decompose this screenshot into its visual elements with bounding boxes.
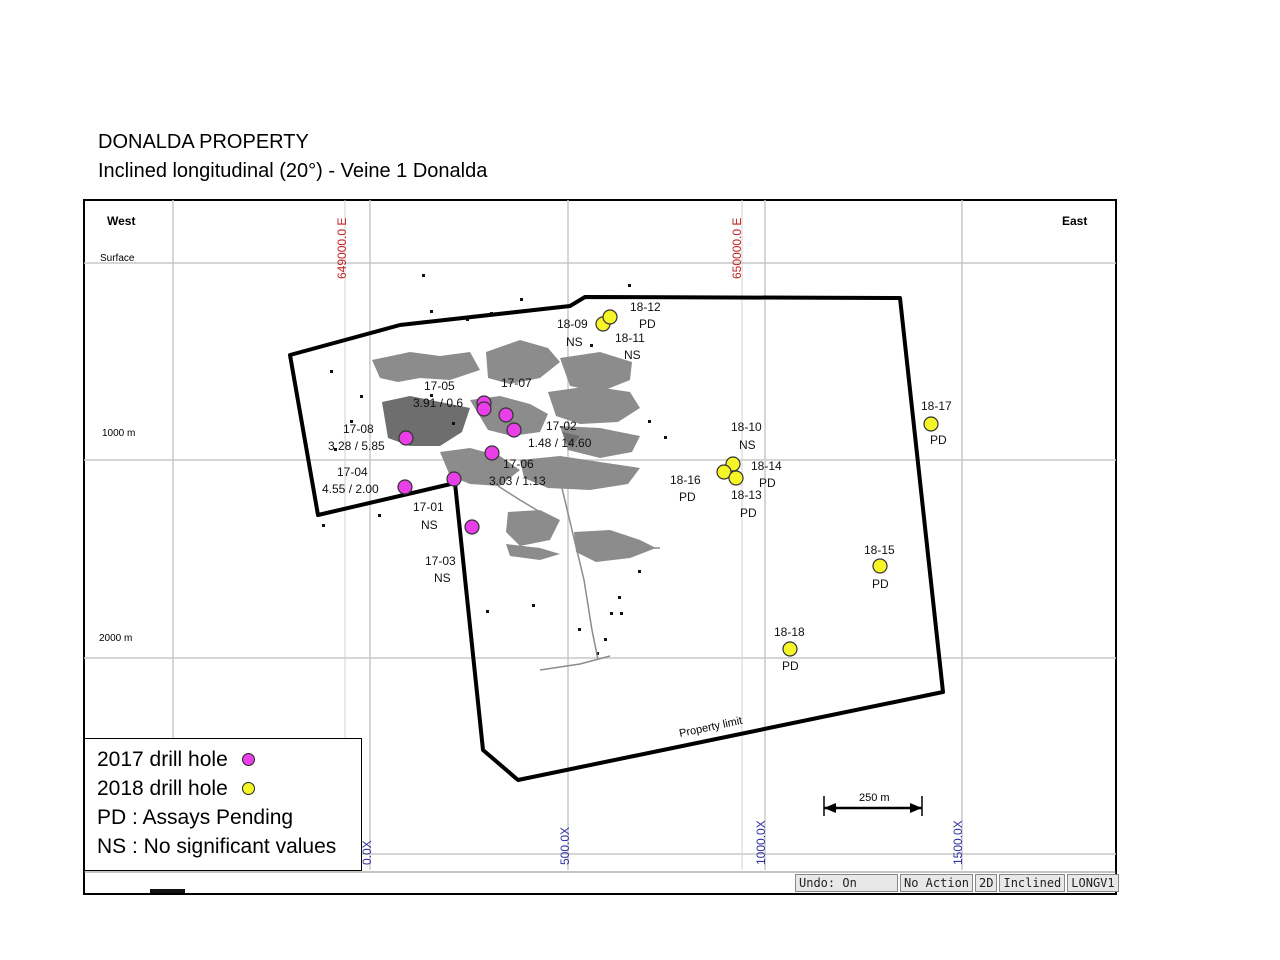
map-subtitle: Inclined longitudinal (20°) - Veine 1 Do… xyxy=(98,160,488,182)
drill-hole-18-18 xyxy=(782,641,798,657)
legend-item-2017: 2017 drill hole xyxy=(97,745,361,774)
label-17-04: 17-04 xyxy=(337,465,368,479)
drill-hole-18-13 xyxy=(728,470,744,486)
label-18-15: 18-15 xyxy=(864,543,895,557)
note-17-08: 3.28 / 5.85 xyxy=(328,439,385,453)
note-17-03: NS xyxy=(434,571,451,585)
note-18-14: PD xyxy=(759,476,776,490)
note-17-04: 4.55 / 2.00 xyxy=(322,482,379,496)
map-legend: 2017 drill hole 2018 drill hole PD : Ass… xyxy=(84,738,362,871)
x-label-500: 500.0X xyxy=(558,827,572,865)
legend-swatch-2017 xyxy=(241,753,255,766)
label-18-14: 18-14 xyxy=(751,459,782,473)
legend-item-2018: 2018 drill hole xyxy=(97,774,361,803)
status-action: No Action xyxy=(900,874,974,892)
legend-label-pd: PD : Assays Pending xyxy=(97,806,294,829)
drill-hole-17-07 xyxy=(498,407,514,423)
status-bar: Undo: On No Action 2D Inclined LONGV1 xyxy=(795,874,1121,892)
drill-hole-18-15 xyxy=(872,558,888,574)
drill-hole-18-16 xyxy=(716,464,732,480)
drill-hole-17-08 xyxy=(398,430,414,446)
depth-label-2000: 2000 m xyxy=(99,633,132,644)
underground-workings xyxy=(372,340,656,562)
easting-label-650000: 650000.0 E xyxy=(730,218,744,279)
x-label-1500: 1500.0X xyxy=(951,820,965,865)
note-18-11: NS xyxy=(624,348,641,362)
east-label: East xyxy=(1062,214,1087,228)
drill-hole-17-03 xyxy=(464,519,480,535)
note-18-15: PD xyxy=(872,577,889,591)
x-label-1000: 1000.0X xyxy=(754,820,768,865)
legend-label-2017: 2017 drill hole xyxy=(97,748,228,771)
note-17-05: 3.91 / 0.6 xyxy=(413,396,463,410)
easting-label-649000: 649000.0 E xyxy=(335,218,349,279)
scale-label: 250 m xyxy=(859,792,890,804)
note-18-16: PD xyxy=(679,490,696,504)
drill-hole-18-12 xyxy=(602,309,618,325)
x-label-0: 0.0X xyxy=(360,840,374,865)
label-17-07: 17-07 xyxy=(501,376,532,390)
grid xyxy=(84,200,1116,870)
label-17-03: 17-03 xyxy=(425,554,456,568)
label-17-06: 17-06 xyxy=(503,457,534,471)
property-limit xyxy=(288,295,945,782)
drifts xyxy=(497,479,660,671)
label-17-05: 17-05 xyxy=(424,379,455,393)
status-undo: Undo: On xyxy=(795,874,898,892)
label-18-16: 18-16 xyxy=(670,473,701,487)
drill-hole-17-05b xyxy=(476,401,492,417)
note-18-13: PD xyxy=(740,506,757,520)
drill-hole-18-17 xyxy=(923,416,939,432)
label-18-12: 18-12 xyxy=(630,300,661,314)
label-18-18: 18-18 xyxy=(774,625,805,639)
drill-hole-17-02 xyxy=(506,422,522,438)
surface-label: Surface xyxy=(100,253,135,264)
map-title: DONALDA PROPERTY xyxy=(98,131,309,153)
note-18-09: NS xyxy=(566,335,583,349)
label-18-09: 18-09 xyxy=(557,317,588,331)
label-18-10: 18-10 xyxy=(731,420,762,434)
label-18-11: 18-11 xyxy=(615,331,645,345)
note-17-06: 3.03 / 1.13 xyxy=(489,474,546,488)
note-18-18: PD xyxy=(782,659,799,673)
drill-hole-17-04 xyxy=(397,479,413,495)
scale-bar: 250 m xyxy=(823,792,923,816)
depth-label-1000: 1000 m xyxy=(102,428,135,439)
legend-label-ns: NS : No significant values xyxy=(97,835,337,858)
drill-hole-17-01 xyxy=(446,471,462,487)
west-label: West xyxy=(107,214,135,228)
label-18-13: 18-13 xyxy=(731,488,762,502)
note-17-02: 1.48 / 14.60 xyxy=(528,436,592,450)
minor-workings xyxy=(322,274,667,655)
scroll-thumb[interactable] xyxy=(150,889,185,893)
drill-holes-2018 xyxy=(595,309,939,657)
labels-2018: 18-12 PD 18-09 NS 18-11 NS 18-17 PD 18-1… xyxy=(557,300,952,673)
note-18-17: PD xyxy=(930,433,947,447)
label-18-17: 18-17 xyxy=(921,399,952,413)
status-inclined: Inclined xyxy=(999,874,1066,892)
label-17-01: 17-01 xyxy=(413,500,444,514)
note-17-01: NS xyxy=(421,518,438,532)
labels-2017: 17-05 3.91 / 0.6 17-07 17-02 1.48 / 14.6… xyxy=(322,376,592,585)
label-17-02: 17-02 xyxy=(546,419,577,433)
legend-item-pd: PD : Assays Pending xyxy=(97,803,361,832)
legend-swatch-2018 xyxy=(241,782,255,795)
status-2d: 2D xyxy=(975,874,998,892)
legend-label-2018: 2018 drill hole xyxy=(97,777,228,800)
label-17-08: 17-08 xyxy=(343,422,374,436)
status-section: LONGV1 xyxy=(1067,874,1119,892)
note-18-12: PD xyxy=(639,317,656,331)
drill-hole-17-06 xyxy=(484,445,500,461)
drill-holes-2017 xyxy=(397,395,522,535)
note-18-10: NS xyxy=(739,438,756,452)
legend-item-ns: NS : No significant values xyxy=(97,832,361,861)
